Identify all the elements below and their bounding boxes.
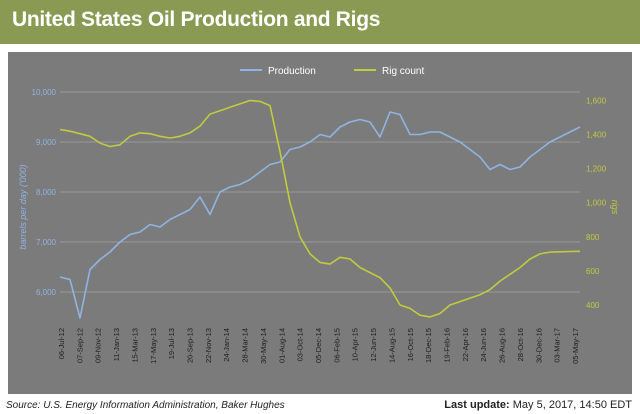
y-tick-label: 7,000 bbox=[36, 238, 57, 247]
x-tick-label: 16-Oct-15 bbox=[406, 328, 415, 361]
x-tick-label: 22-Apr-16 bbox=[461, 328, 470, 361]
x-tick-label: 15-Mar-13 bbox=[130, 328, 139, 363]
y-tick-label: 9,000 bbox=[36, 138, 57, 147]
x-tick-label: 09-Nov-12 bbox=[94, 328, 103, 363]
x-tick-label: 22-Nov-13 bbox=[204, 328, 213, 363]
x-tick-label: 01-Aug-14 bbox=[277, 328, 286, 363]
x-tick-label: 17-May-13 bbox=[149, 328, 158, 364]
legend-label: Production bbox=[268, 66, 316, 77]
chart-panel: 6,000 7,000 8,000 9,000 10,000 400 600 800 1,000… bbox=[8, 52, 632, 394]
y-axis-label: barrels per day ('000) bbox=[18, 164, 28, 249]
legend-label: Rig count bbox=[382, 66, 424, 77]
y2-axis-label: rigs bbox=[610, 200, 620, 215]
chart: 6,000 7,000 8,000 9,000 10,000 400 600 800 1,000… bbox=[18, 66, 620, 364]
header-banner: United States Oil Production and Rigs bbox=[0, 0, 640, 44]
last-update-label: Last update: bbox=[444, 399, 510, 411]
x-tick-label: 05-Dec-14 bbox=[314, 328, 323, 363]
x-tick-label: 12-Jun-15 bbox=[369, 328, 378, 362]
x-tick-label: 28-Mar-14 bbox=[241, 328, 250, 363]
x-tick-label: 24-Jan-14 bbox=[222, 328, 231, 362]
x-tick-label: 20-Sep-13 bbox=[186, 328, 195, 363]
x-tick-label: 30-Dec-16 bbox=[534, 328, 543, 363]
y-tick-label: 6,000 bbox=[36, 288, 57, 297]
x-tick-label: 28-Oct-16 bbox=[516, 328, 525, 361]
x-tick-label: 19-Feb-16 bbox=[443, 328, 452, 363]
series-line-rig-count bbox=[59, 99, 581, 318]
y2-tick-label: 1,600 bbox=[586, 97, 607, 106]
y-tick-label: 8,000 bbox=[36, 188, 57, 197]
y2-tick-label: 400 bbox=[586, 301, 600, 310]
y2-tick-label: 600 bbox=[586, 267, 600, 276]
x-tick-label: 03-Oct-14 bbox=[296, 328, 305, 361]
x-tick-label: 26-Aug-16 bbox=[498, 328, 507, 363]
y-tick-label: 10,000 bbox=[32, 88, 57, 97]
x-tick-label: 06-Feb-15 bbox=[332, 328, 341, 363]
y2-tick-label: 1,400 bbox=[586, 131, 607, 140]
x-tick-label: 06-Jul-12 bbox=[57, 328, 66, 359]
x-tick-label: 19-Jul-13 bbox=[167, 328, 176, 359]
x-tick-label: 10-Apr-15 bbox=[351, 328, 360, 361]
x-tick-label: 05-May-17 bbox=[571, 328, 580, 364]
y2-tick-label: 1,000 bbox=[586, 199, 607, 208]
last-update-value: May 5, 2017, 14:50 EDT bbox=[512, 399, 632, 411]
source-note: Source: U.S. Energy Information Administ… bbox=[6, 400, 285, 411]
x-tick-label: 24-Jun-16 bbox=[479, 328, 488, 362]
series-line-production bbox=[59, 111, 581, 319]
footer: Source: U.S. Energy Information Administ… bbox=[0, 396, 640, 414]
x-tick-label: 11-Jan-13 bbox=[112, 328, 121, 361]
y2-tick-label: 1,200 bbox=[586, 165, 607, 174]
x-tick-label: 30-May-14 bbox=[259, 328, 268, 364]
x-tick-label: 03-Mar-17 bbox=[553, 328, 562, 363]
x-tick-label: 18-Dec-15 bbox=[424, 328, 433, 363]
last-update: Last update: May 5, 2017, 14:50 EDT bbox=[444, 399, 632, 411]
page-title: United States Oil Production and Rigs bbox=[12, 8, 381, 31]
x-tick-label: 07-Sep-12 bbox=[75, 328, 84, 363]
y2-tick-label: 800 bbox=[586, 233, 600, 242]
x-tick-label: 14-Aug-15 bbox=[387, 328, 396, 363]
